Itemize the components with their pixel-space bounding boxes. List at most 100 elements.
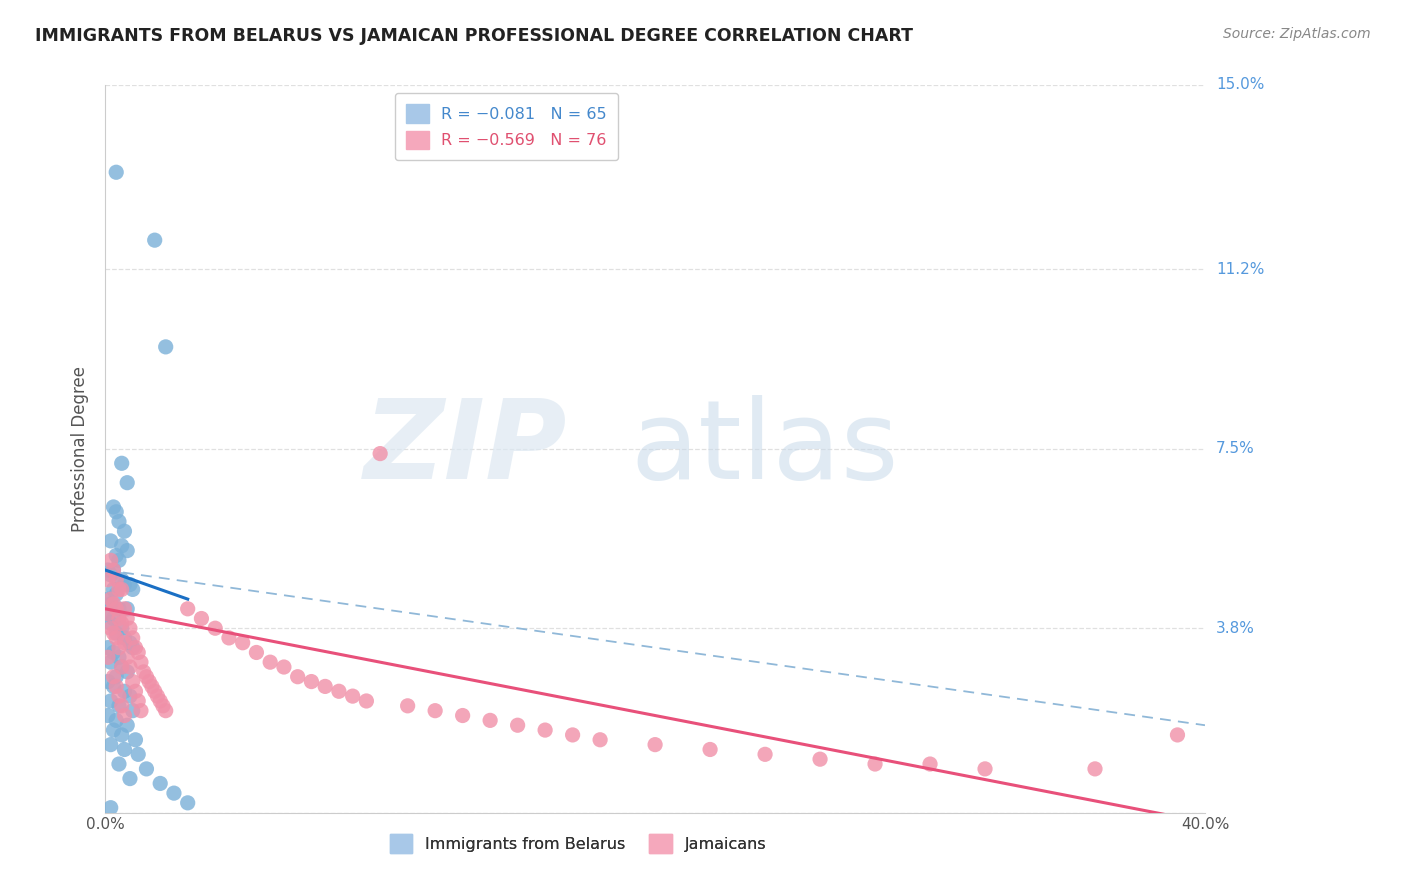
Text: 11.2%: 11.2% — [1216, 261, 1264, 277]
Point — [103, 563, 125, 577]
Point — [121, 704, 143, 718]
Point — [105, 165, 128, 179]
Text: 7.5%: 7.5% — [1216, 442, 1254, 456]
Point — [314, 680, 336, 694]
Point — [124, 640, 146, 655]
Point — [97, 650, 120, 665]
Point — [534, 723, 557, 737]
Point — [124, 732, 146, 747]
Point — [105, 680, 128, 694]
Point — [114, 602, 136, 616]
Point — [176, 602, 198, 616]
Point — [118, 577, 141, 591]
Point — [108, 689, 131, 703]
Y-axis label: Professional Degree: Professional Degree — [72, 366, 89, 532]
Point — [100, 553, 122, 567]
Point — [111, 539, 134, 553]
Text: ZIP: ZIP — [364, 395, 567, 502]
Point — [111, 660, 134, 674]
Point — [138, 674, 160, 689]
Point — [146, 689, 169, 703]
Point — [273, 660, 295, 674]
Point — [149, 694, 172, 708]
Text: atlas: atlas — [631, 395, 900, 502]
Point — [204, 621, 226, 635]
Point — [121, 674, 143, 689]
Point — [114, 577, 136, 591]
Point — [479, 714, 502, 728]
Point — [141, 680, 163, 694]
Point — [111, 582, 134, 597]
Point — [287, 670, 309, 684]
Point — [108, 602, 131, 616]
Point — [259, 655, 281, 669]
Point — [342, 689, 364, 703]
Point — [129, 704, 152, 718]
Point — [155, 704, 177, 718]
Point — [103, 723, 125, 737]
Point — [111, 698, 134, 713]
Point — [97, 592, 120, 607]
Point — [100, 597, 122, 611]
Point — [108, 698, 131, 713]
Point — [118, 689, 141, 703]
Point — [152, 698, 174, 713]
Point — [115, 650, 138, 665]
Point — [105, 602, 128, 616]
Point — [506, 718, 529, 732]
Point — [121, 631, 143, 645]
Point — [115, 611, 138, 625]
Point — [103, 582, 125, 597]
Point — [100, 800, 122, 814]
Point — [356, 694, 378, 708]
Point — [190, 611, 212, 625]
Point — [115, 718, 138, 732]
Point — [105, 714, 128, 728]
Point — [121, 582, 143, 597]
Point — [108, 553, 131, 567]
Point — [108, 640, 131, 655]
Point — [127, 694, 149, 708]
Text: IMMIGRANTS FROM BELARUS VS JAMAICAN PROFESSIONAL DEGREE CORRELATION CHART: IMMIGRANTS FROM BELARUS VS JAMAICAN PROF… — [35, 27, 912, 45]
Point — [100, 533, 122, 548]
Point — [115, 543, 138, 558]
Point — [699, 742, 721, 756]
Point — [127, 747, 149, 762]
Point — [754, 747, 776, 762]
Point — [100, 738, 122, 752]
Point — [111, 573, 134, 587]
Point — [143, 684, 166, 698]
Point — [115, 602, 138, 616]
Point — [97, 708, 120, 723]
Point — [124, 684, 146, 698]
Point — [97, 674, 120, 689]
Point — [155, 340, 177, 354]
Point — [103, 563, 125, 577]
Point — [100, 567, 122, 582]
Point — [100, 655, 122, 669]
Point — [118, 636, 141, 650]
Point — [328, 684, 350, 698]
Point — [111, 728, 134, 742]
Point — [105, 626, 128, 640]
Point — [127, 645, 149, 659]
Point — [108, 757, 131, 772]
Point — [1084, 762, 1107, 776]
Point — [918, 757, 941, 772]
Text: 3.8%: 3.8% — [1216, 621, 1256, 636]
Point — [368, 447, 391, 461]
Point — [176, 796, 198, 810]
Point — [105, 505, 128, 519]
Point — [97, 573, 120, 587]
Point — [103, 670, 125, 684]
Point — [451, 708, 474, 723]
Point — [118, 660, 141, 674]
Point — [108, 582, 131, 597]
Point — [163, 786, 186, 800]
Point — [97, 607, 120, 621]
Point — [105, 631, 128, 645]
Point — [114, 636, 136, 650]
Point — [114, 708, 136, 723]
Point — [103, 680, 125, 694]
Point — [105, 587, 128, 601]
